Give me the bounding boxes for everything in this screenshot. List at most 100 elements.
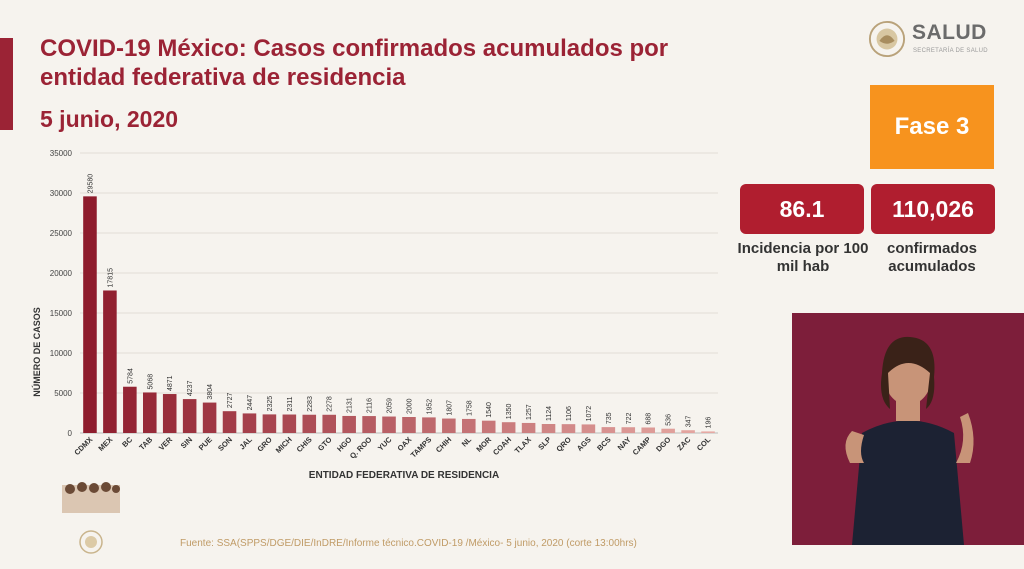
x-tick-label: VER bbox=[157, 435, 175, 453]
y-tick-label: 10000 bbox=[50, 349, 73, 358]
logo-subtitle: SECRETARÍA DE SALUD bbox=[913, 48, 988, 54]
x-axis-ticks: CDMX MEX BC TAB VER SIN PUE SON JAL GRO MICH CHIS GT… bbox=[72, 435, 712, 461]
confirmed-label: confirmados acumulados bbox=[886, 240, 977, 275]
data-label: 2447 bbox=[247, 395, 254, 411]
historical-figures-graphic bbox=[62, 482, 120, 513]
fase-badge: Fase 3 bbox=[870, 85, 994, 169]
x-tick-label: PUE bbox=[197, 435, 214, 452]
x-tick-label: CHIS bbox=[295, 435, 314, 454]
data-label: 5068 bbox=[147, 374, 154, 390]
bar bbox=[422, 417, 436, 433]
x-tick-label: CHIH bbox=[434, 435, 453, 454]
bar bbox=[202, 402, 217, 433]
x-tick-label: MEX bbox=[96, 435, 114, 453]
data-label: 4237 bbox=[187, 380, 194, 396]
bar bbox=[83, 196, 97, 433]
y-tick-label: 30000 bbox=[50, 189, 73, 198]
data-label: 196 bbox=[706, 417, 713, 429]
x-tick-label: COL bbox=[695, 435, 713, 453]
bar bbox=[302, 414, 317, 433]
sign-language-interpreter-video bbox=[792, 313, 1024, 545]
data-label: 5784 bbox=[127, 368, 134, 384]
bar bbox=[442, 418, 456, 433]
x-tick-label: Q. ROO bbox=[348, 435, 374, 461]
data-label: 17815 bbox=[107, 268, 114, 288]
data-label: 2311 bbox=[287, 396, 294, 411]
bar bbox=[581, 424, 596, 433]
data-label: 1807 bbox=[446, 400, 453, 416]
y-axis-ticks: 0 5000 10000 15000 20000 25000 30000 35000 bbox=[50, 149, 73, 438]
x-tick-label: YUC bbox=[376, 435, 394, 453]
bar bbox=[222, 411, 237, 433]
page-title: COVID-19 México: Casos confirmados acumu… bbox=[40, 35, 669, 91]
data-label: 3804 bbox=[207, 384, 214, 400]
data-label: 29580 bbox=[87, 174, 94, 194]
data-label: 1257 bbox=[526, 404, 533, 420]
national-seal-icon bbox=[868, 20, 906, 58]
bar bbox=[103, 290, 117, 433]
bar bbox=[322, 414, 336, 433]
x-tick-label: GTO bbox=[316, 435, 334, 453]
bar bbox=[143, 392, 157, 433]
incidence-label: Incidencia por 100 mil hab bbox=[737, 240, 869, 275]
bar bbox=[561, 424, 576, 433]
y-axis-label: NÚMERO DE CASOS bbox=[31, 307, 42, 397]
data-label: 735 bbox=[606, 412, 613, 424]
incidence-value: 86.1 bbox=[740, 184, 864, 234]
bar bbox=[362, 416, 376, 433]
source-note: Fuente: SSA(SPPS/DGE/DIE/InDRE/Informe t… bbox=[180, 538, 637, 549]
accent-bar bbox=[0, 38, 13, 130]
x-tick-label: COAH bbox=[491, 435, 513, 457]
x-axis-label: ENTIDAD FEDERATIVA DE RESIDENCIA bbox=[309, 470, 499, 481]
data-label: 2116 bbox=[367, 398, 374, 413]
data-labels: 29580 17815 5784 5068 4871 4237 3804 2727 2447 23… bbox=[87, 174, 712, 429]
data-label: 1072 bbox=[586, 406, 593, 422]
bar bbox=[282, 414, 297, 433]
data-label: 347 bbox=[686, 415, 693, 427]
cases-bar-chart: 0 5000 10000 15000 20000 25000 30000 35000 2958… bbox=[31, 149, 718, 481]
data-label: 2000 bbox=[406, 398, 413, 414]
x-tick-label: NL bbox=[460, 435, 474, 449]
bar bbox=[462, 418, 476, 433]
data-label: 2059 bbox=[387, 398, 394, 414]
x-tick-label: CAMP bbox=[631, 435, 653, 457]
x-tick-label: DGO bbox=[654, 435, 673, 454]
data-label: 1106 bbox=[566, 406, 573, 421]
bar bbox=[701, 431, 715, 433]
bar bbox=[182, 399, 197, 433]
x-tick-label: SLP bbox=[536, 435, 553, 452]
x-tick-label: QRO bbox=[554, 435, 573, 454]
data-label: 2283 bbox=[307, 396, 314, 412]
x-tick-label: AGS bbox=[575, 435, 593, 453]
y-tick-label: 15000 bbox=[50, 309, 73, 318]
x-tick-label: TAMPS bbox=[409, 435, 434, 460]
data-label: 1350 bbox=[506, 404, 513, 420]
y-tick-label: 5000 bbox=[54, 389, 72, 398]
data-label: 2325 bbox=[267, 396, 274, 412]
data-label: 1124 bbox=[546, 406, 553, 421]
national-seal-small-icon bbox=[79, 530, 103, 554]
data-label: 2131 bbox=[347, 397, 354, 413]
data-label: 536 bbox=[666, 414, 673, 426]
bar bbox=[162, 394, 177, 433]
bars bbox=[83, 196, 715, 433]
x-tick-label: BC bbox=[120, 435, 134, 449]
logo-name: SALUD bbox=[912, 21, 987, 44]
bar bbox=[641, 427, 655, 433]
x-tick-label: TAB bbox=[137, 435, 154, 452]
data-label: 1540 bbox=[486, 402, 493, 418]
bar bbox=[661, 428, 675, 433]
data-label: 1758 bbox=[466, 400, 473, 416]
bar bbox=[242, 413, 257, 433]
y-tick-label: 20000 bbox=[50, 269, 73, 278]
x-tick-label: GRO bbox=[255, 435, 274, 454]
interpreter-figure bbox=[792, 313, 1024, 545]
bar bbox=[342, 415, 356, 433]
data-label: 2278 bbox=[327, 396, 334, 412]
bar bbox=[501, 422, 516, 433]
salud-logo: SALUD SECRETARÍA DE SALUD bbox=[868, 18, 1008, 62]
bar bbox=[521, 422, 536, 433]
bar bbox=[402, 417, 416, 433]
x-tick-label: NAY bbox=[616, 435, 633, 452]
y-tick-label: 0 bbox=[68, 429, 73, 438]
